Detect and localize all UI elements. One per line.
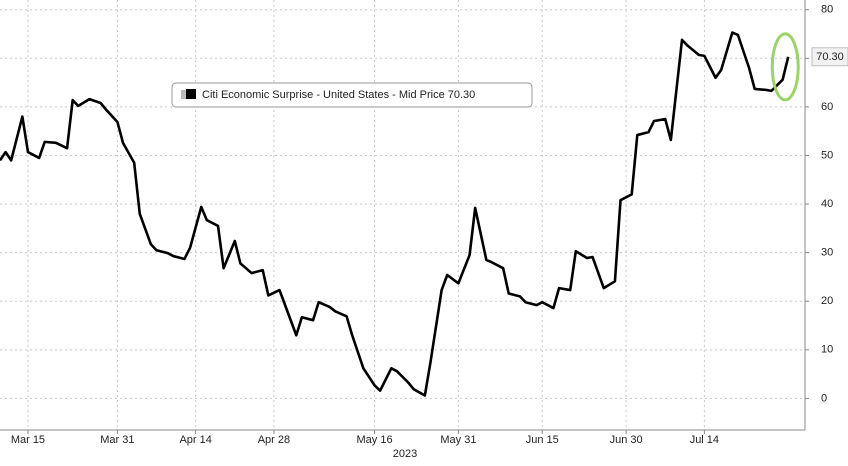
y-tick-label: 60: [821, 101, 833, 113]
y-tick-label: 0: [821, 392, 827, 404]
x-axis-label: 2023: [393, 448, 417, 460]
legend-box: [171, 82, 533, 108]
x-tick-label: Apr 28: [258, 434, 290, 446]
last-value-badge: [811, 47, 848, 67]
y-tick-label: 30: [821, 247, 833, 259]
x-tick-label: Mar 31: [100, 434, 134, 446]
x-tick-label: Apr 14: [179, 434, 211, 446]
y-tick-label: 40: [821, 198, 833, 210]
y-tick-label: 50: [821, 149, 833, 161]
x-tick-label: Mar 15: [11, 434, 45, 446]
legend-swatch: [186, 89, 196, 99]
y-tick-label: 80: [821, 4, 833, 16]
x-tick-label: Jun 15: [526, 434, 559, 446]
x-tick-label: Jun 30: [610, 434, 643, 446]
legend-label: Citi Economic Surprise - United States -…: [202, 89, 475, 101]
highlight-ellipse: [770, 32, 800, 102]
y-tick-label: 10: [821, 344, 833, 356]
data-line: [0, 31, 790, 397]
x-tick-label: May 31: [440, 434, 476, 446]
y-tick-label: 20: [821, 295, 833, 307]
x-tick-label: Jul 14: [690, 434, 719, 446]
x-tick-label: May 16: [357, 434, 393, 446]
legend-swatch-bg: [181, 90, 190, 99]
last-value-label: 70.30: [816, 51, 844, 63]
